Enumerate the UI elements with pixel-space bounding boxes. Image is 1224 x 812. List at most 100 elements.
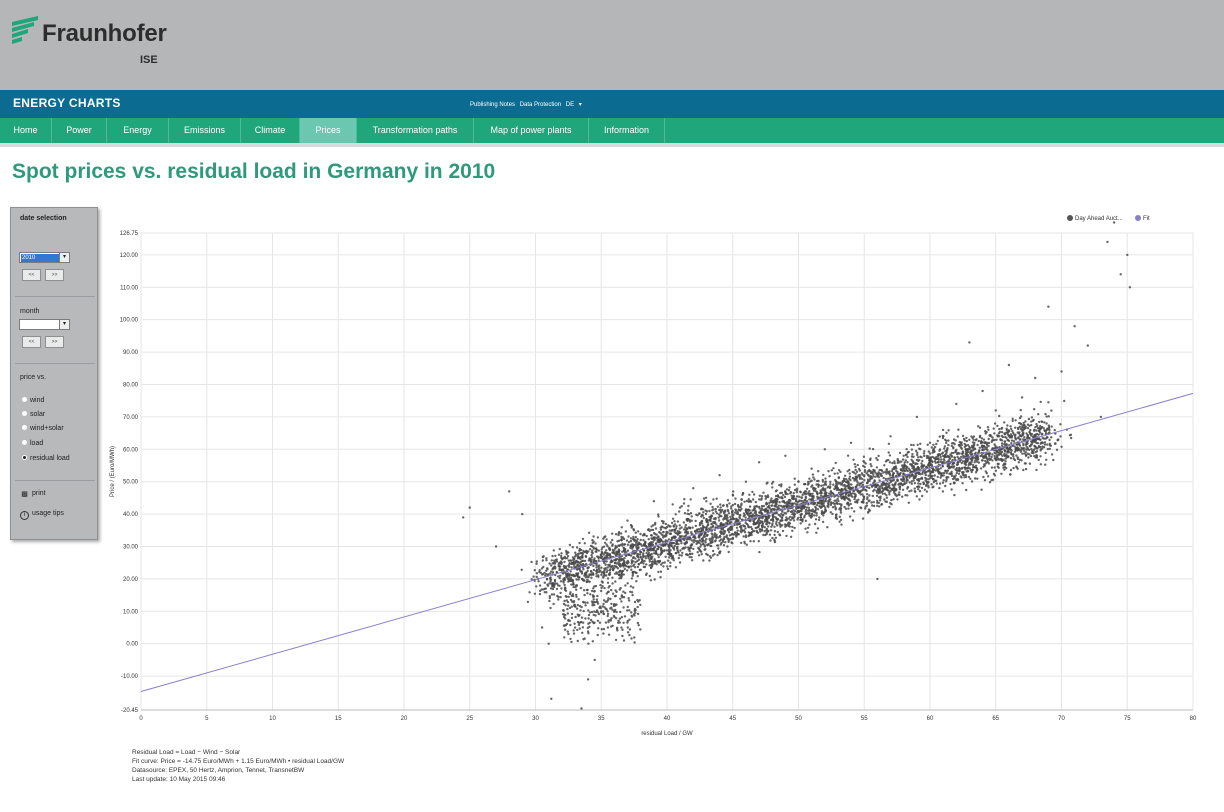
scatter-point <box>826 526 829 529</box>
scatter-point <box>875 494 879 497</box>
month-prev-button[interactable]: << <box>22 336 41 348</box>
scatter-point <box>588 625 591 628</box>
scatter-point <box>623 543 626 546</box>
option-residual-load[interactable]: residual load <box>22 454 70 464</box>
site-title[interactable]: ENERGY CHARTS <box>13 96 121 110</box>
scatter-point <box>976 454 979 458</box>
publishing-notes-link[interactable]: Publishing Notes <box>470 102 516 108</box>
scatter-point <box>698 512 701 515</box>
scatter-point <box>562 609 565 612</box>
scatter-point <box>604 556 607 560</box>
legend-label-day-ahead[interactable]: Day Ahead Auct... <box>1075 216 1123 222</box>
scatter-point <box>678 527 682 530</box>
option-wind-solar[interactable]: wind+solar <box>22 424 64 434</box>
year-select[interactable]: 2010 ▾ <box>19 252 70 263</box>
scatter-point <box>882 471 885 474</box>
scatter-point <box>766 520 769 523</box>
scatter-point <box>1041 436 1044 440</box>
scatter-point <box>784 454 787 457</box>
scatter-point <box>964 444 968 447</box>
nav-item-emissions[interactable]: Emissions <box>169 118 241 143</box>
scatter-point <box>616 540 619 543</box>
scatter-point <box>824 509 827 512</box>
nav-item-map-of-power-plants[interactable]: Map of power plants <box>474 118 589 143</box>
scatter-point <box>570 562 574 565</box>
scatter-point <box>1012 457 1015 460</box>
scatter-point <box>774 516 777 519</box>
scatter-point <box>582 601 585 604</box>
scatter-point <box>774 504 777 507</box>
nav-item-home[interactable]: Home <box>0 118 52 143</box>
scatter-point <box>675 547 679 550</box>
nav-item-transformation-paths[interactable]: Transformation paths <box>357 118 474 143</box>
year-next-button[interactable]: >> <box>45 269 64 281</box>
scatter-point <box>944 469 947 472</box>
scatter-point <box>801 519 804 522</box>
month-label: month <box>20 308 40 315</box>
month-select[interactable]: ▾ <box>19 319 70 330</box>
scatter-point <box>776 518 780 521</box>
scatter-point <box>970 461 973 464</box>
scatter-point <box>793 483 796 486</box>
usage-tips-label: usage tips <box>32 510 64 517</box>
option-solar[interactable]: solar <box>22 410 45 420</box>
scatter-point <box>965 488 968 492</box>
scatter-point <box>797 480 800 483</box>
usage-tips-button[interactable]: i usage tips <box>20 510 64 520</box>
scatter-point <box>538 589 542 593</box>
scatter-point <box>871 485 874 488</box>
scatter-point <box>623 615 627 618</box>
year-prev-button[interactable]: << <box>22 269 41 281</box>
month-next-button[interactable]: >> <box>45 336 64 348</box>
scatter-point <box>631 593 634 597</box>
scatter-point <box>943 459 946 462</box>
scatter-point <box>961 482 964 485</box>
option-load[interactable]: load <box>22 439 43 449</box>
fraunhofer-logo[interactable]: Fraunhofer ISE <box>10 14 190 74</box>
scatter-point <box>723 509 727 512</box>
scatter-point <box>745 543 748 546</box>
scatter-point <box>650 552 653 556</box>
option-wind[interactable]: wind <box>22 396 44 406</box>
nav-item-energy[interactable]: Energy <box>107 118 169 143</box>
scatter-point <box>912 443 915 447</box>
scatter-point <box>600 610 603 613</box>
scatter-point <box>1007 455 1010 458</box>
data-protection-link[interactable]: Data Protection <box>519 102 562 108</box>
scatter-point <box>793 502 796 505</box>
scatter-point <box>917 447 921 450</box>
nav-item-information[interactable]: Information <box>589 118 665 143</box>
legend-label-fit[interactable]: Fit <box>1143 216 1150 222</box>
chevron-down-icon: ▾ <box>59 320 69 329</box>
scatter-point <box>749 515 753 518</box>
scatter-point <box>776 530 779 534</box>
scatter-point <box>614 533 618 536</box>
scatter-point <box>602 599 606 602</box>
scatter-point <box>793 477 796 480</box>
scatter-point <box>912 465 915 468</box>
scatter-point <box>659 570 663 573</box>
scatter-point <box>494 545 498 548</box>
scatter-point <box>840 523 843 526</box>
print-button[interactable]: ▩ print <box>20 490 45 499</box>
scatter-point <box>1023 424 1026 427</box>
nav-item-prices[interactable]: Prices <box>300 118 357 143</box>
scatter-point <box>758 498 761 501</box>
scatter-point <box>1026 452 1029 455</box>
scatter-point <box>974 451 977 454</box>
scatter-point <box>708 515 711 519</box>
scatter-point <box>824 483 828 486</box>
nav-item-climate[interactable]: Climate <box>241 118 300 143</box>
scatter-point <box>717 547 720 550</box>
nav-item-power[interactable]: Power <box>52 118 107 143</box>
scatter-point <box>1014 426 1017 429</box>
scatter-point <box>563 583 566 587</box>
scatter-point <box>1020 459 1023 462</box>
scatter-point <box>846 470 849 473</box>
scatter-point <box>1000 450 1004 454</box>
scatter-point <box>710 532 713 535</box>
scatter-point <box>780 516 783 519</box>
scatter-point <box>565 595 568 598</box>
scatter-point <box>912 479 915 482</box>
language-selector[interactable]: DE <box>565 102 575 108</box>
